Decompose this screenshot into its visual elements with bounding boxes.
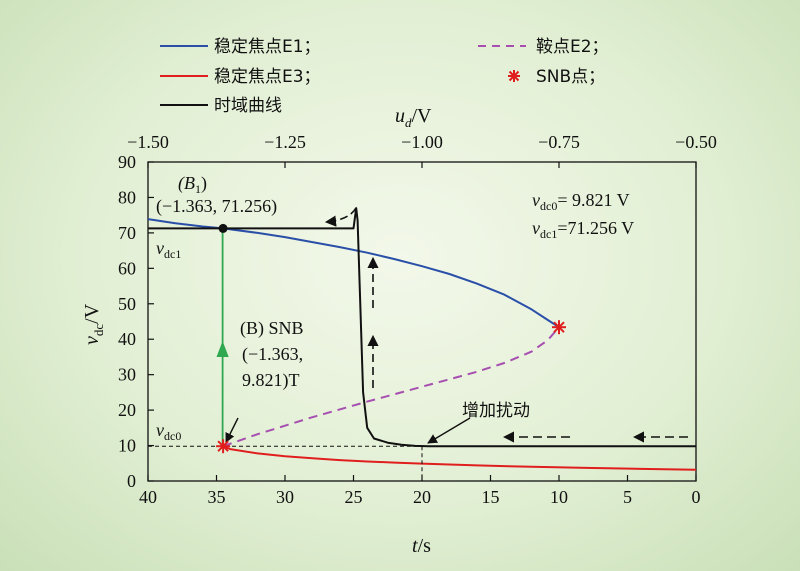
y-tick-label: 0 xyxy=(127,471,136,491)
y-tick-label: 80 xyxy=(118,187,136,207)
arrow-top-left xyxy=(324,207,357,227)
marker-snb-0 xyxy=(552,320,566,335)
x-bottom-tick-label: 40 xyxy=(139,487,157,507)
b-snb-coords-2: 9.821)T xyxy=(242,370,300,391)
b-snb-label: (B) SNB xyxy=(240,318,304,339)
transition-arrow xyxy=(216,341,229,357)
x-top-tick-label: −0.75 xyxy=(538,132,580,152)
b1-coords: (−1.363, 71.256) xyxy=(156,196,277,217)
y-tick-label: 90 xyxy=(118,152,136,172)
annotations: (B1) (−1.363, 71.256) vdc1 vdc0 (B) SNB … xyxy=(156,173,634,443)
x-bottom-tick-label: 5 xyxy=(623,487,632,507)
vdc1-mark: vdc1 xyxy=(156,238,181,261)
legend: 稳定焦点E1； 鞍点E2； 稳定焦点E3； SNB点； 时域曲线 xyxy=(160,37,609,116)
x-bottom-axis-title: t/s xyxy=(412,535,431,557)
x-top-axis-title: ud/V xyxy=(395,105,432,130)
series-line-0 xyxy=(147,218,560,329)
x-top-tick-label: −1.50 xyxy=(127,132,169,152)
vdc0-mark: vdc0 xyxy=(156,420,181,443)
x-top-tick-label: −1.00 xyxy=(401,132,443,152)
y-tick-label: 30 xyxy=(118,365,136,385)
y-tick-label: 10 xyxy=(118,436,136,456)
markers-layer xyxy=(216,223,566,454)
marker-b1 xyxy=(218,223,228,233)
y-axis-title: vdc/V xyxy=(81,303,106,345)
x-bottom-tick-label: 30 xyxy=(276,487,294,507)
y-tick-label: 40 xyxy=(118,329,136,349)
x-bottom-tick-label: 10 xyxy=(550,487,568,507)
snb-arrow xyxy=(225,417,239,443)
b-snb-coords-1: (−1.363, xyxy=(242,344,303,365)
marker-snb-1 xyxy=(216,439,231,454)
x-bottom-tick-label: 0 xyxy=(692,487,701,507)
x-bottom-tick-label: 35 xyxy=(208,487,226,507)
perturb-label: 增加扰动 xyxy=(462,401,530,421)
x-top-tick-label: −1.25 xyxy=(264,132,306,152)
legend-label-e1: 稳定焦点E1； xyxy=(214,37,321,57)
y-tick-label: 20 xyxy=(118,400,136,420)
info-vdc1: vdc1=71.256 V xyxy=(532,218,634,241)
y-tick-label: 70 xyxy=(118,223,136,243)
info-vdc0: vdc0= 9.821 V xyxy=(532,190,630,213)
y-tick-label: 60 xyxy=(118,258,136,278)
series-line-1 xyxy=(222,326,560,448)
x-bottom-tick-label: 25 xyxy=(345,487,363,507)
perturb-arrow xyxy=(427,417,471,444)
legend-label-e2: 鞍点E2； xyxy=(536,37,609,57)
legend-label-snb: SNB点； xyxy=(536,67,605,87)
series-line-3 xyxy=(148,207,696,448)
series-line-2 xyxy=(222,445,697,471)
y-tick-label: 50 xyxy=(118,294,136,314)
legend-label-e3: 稳定焦点E3； xyxy=(214,67,321,87)
series-layer xyxy=(147,207,697,471)
b1-label: (B1) xyxy=(178,173,207,196)
legend-label-time: 时域曲线 xyxy=(214,96,282,116)
legend-swatch-snb xyxy=(508,70,520,82)
x-top-tick-label: −0.50 xyxy=(675,132,717,152)
x-bottom-tick-label: 20 xyxy=(413,487,431,507)
x-bottom-tick-label: 15 xyxy=(482,487,500,507)
